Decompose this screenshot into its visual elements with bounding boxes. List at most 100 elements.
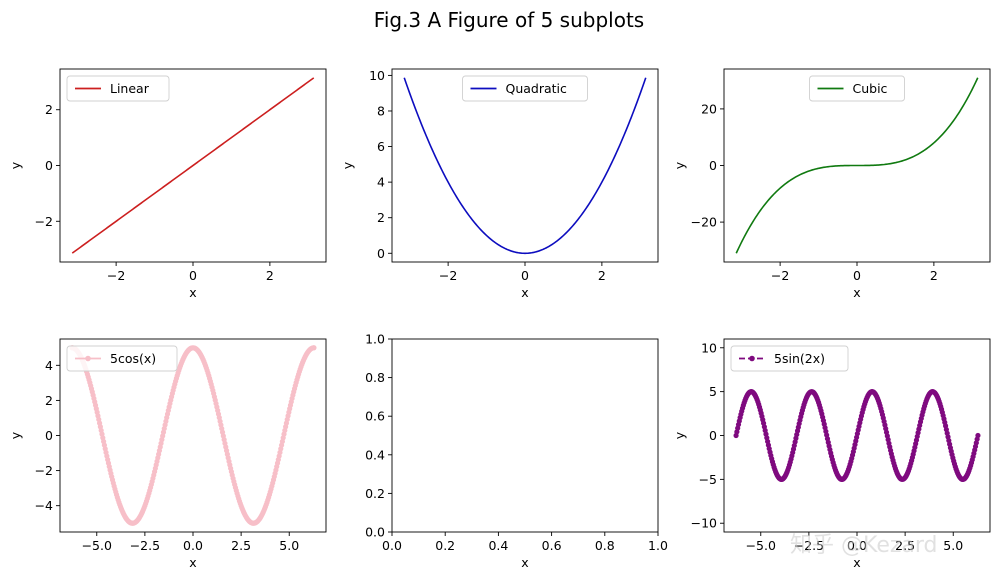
y-tick-label: 5 [709,384,717,399]
series-group [403,77,647,255]
y-tick-label: 8 [377,103,385,118]
x-tick-label: −5.0 [82,538,112,553]
x-tick-label: 5.0 [943,538,963,553]
x-tick-label: 0.4 [488,538,508,553]
y-axis-label: y [8,431,23,439]
legend-box [462,75,588,102]
x-tick-label: 2 [598,268,606,283]
y-tick-label: −5 [699,472,717,487]
y-axis-label: y [8,161,23,169]
x-axis-label: x [853,555,860,570]
x-tick-label: 0.6 [542,538,562,553]
series-line [735,77,979,254]
y-tick-label: 10 [369,68,385,83]
legend-label: Cubic [853,81,888,96]
x-tick-label: 0 [189,268,197,283]
legend: Cubic [809,75,905,102]
y-tick-label: 0.4 [365,447,385,462]
y-tick-label: 4 [377,175,385,190]
series-group [71,77,315,254]
series-group [69,345,317,526]
y-tick-label: −4 [35,498,53,513]
x-tick-label: −2 [107,268,125,283]
y-tick-label: 0 [377,246,385,261]
legend-box [66,75,170,102]
y-tick-label: 0 [709,158,717,173]
watermark-text: 知乎 @Kezard [790,533,938,558]
legend-label: Quadratic [506,81,568,96]
legend-label: 5sin(2x) [774,351,825,366]
series-group [733,389,981,482]
legend-box [809,75,905,102]
y-tick-label: −10 [691,516,717,531]
x-axis-label: x [853,285,860,300]
y-tick-label: 0 [45,428,53,443]
x-axis-label: x [189,285,196,300]
legend-label: 5cos(x) [110,351,156,366]
legend: 5cos(x) [66,345,178,372]
legend-box [66,345,178,372]
x-tick-label: 1.0 [648,538,668,553]
subplot-6: −5.0 −2.5 0.0 2.5 5.0 −10 −5 0 5 10 x y 5sin(2x) [672,338,991,570]
legend: 5sin(2x) [730,345,849,372]
axes-frame [391,338,659,533]
y-tick-label: −2 [35,214,53,229]
x-tick-label: −2 [771,268,789,283]
subplot-2: −2 0 2 0 2 4 6 8 10 x y Quadratic [340,68,659,300]
y-tick-label: 0.6 [365,409,385,424]
subplot-1: −2 0 2 −2 0 2 x y Linear [8,68,327,300]
series-line [71,346,315,525]
series-line [403,77,647,255]
y-tick-label: 2 [377,210,385,225]
y-tick-label: 0.0 [365,525,385,540]
x-tick-label: −2.5 [130,538,160,553]
x-tick-label: −2 [439,268,457,283]
legend-label: Linear [110,81,150,96]
y-tick-label: 0.2 [365,486,385,501]
series-group [735,77,979,254]
x-tick-label: 0 [521,268,529,283]
legend-marker [749,355,755,362]
legend: Quadratic [462,75,588,102]
y-tick-label: −20 [691,215,717,230]
subplot-4: −5.0 −2.5 0.0 2.5 5.0 −4 −2 0 2 4 x y 5cos(x) [8,338,327,570]
x-axis-label: x [189,555,196,570]
x-tick-label: 2 [266,268,274,283]
x-tick-label: 5.0 [279,538,299,553]
x-tick-label: 2 [930,268,938,283]
legend: Linear [66,75,170,102]
y-tick-label: 0 [45,158,53,173]
x-tick-label: 2.5 [231,538,251,553]
x-tick-label: 2.5 [895,538,915,553]
legend-box [730,345,849,372]
subplot-5: 0.0 0.2 0.4 0.6 0.8 1.0 0.0 0.2 0.4 0.6 0.8 1.0 x [365,332,668,571]
y-tick-label: 2 [45,393,53,408]
data-point [975,432,981,439]
legend-marker [85,355,91,362]
y-tick-label: 2 [45,102,53,117]
y-axis-label: y [340,161,355,169]
data-point [311,345,317,351]
x-tick-label: 0.8 [595,538,615,553]
y-axis-label: y [672,161,687,169]
figure-suptitle: Fig.3 A Figure of 5 subplots [374,8,644,32]
y-tick-label: 0 [709,428,717,443]
series-line [71,77,315,254]
y-tick-label: 4 [45,358,53,373]
y-tick-label: 1.0 [365,332,385,347]
y-tick-label: 10 [701,340,717,355]
y-tick-label: 6 [377,139,385,154]
x-tick-label: 0.0 [382,538,402,553]
x-tick-label: 0 [853,268,861,283]
x-tick-label: 0.2 [435,538,455,553]
x-tick-label: −5.0 [746,538,776,553]
y-tick-label: 0.8 [365,370,385,385]
x-axis-label: x [521,285,528,300]
y-axis-label: y [672,431,687,439]
x-tick-label: 0.0 [183,538,203,553]
x-axis-label: x [521,555,528,570]
y-tick-label: −2 [35,463,53,478]
x-tick-label: −2.5 [794,538,824,553]
